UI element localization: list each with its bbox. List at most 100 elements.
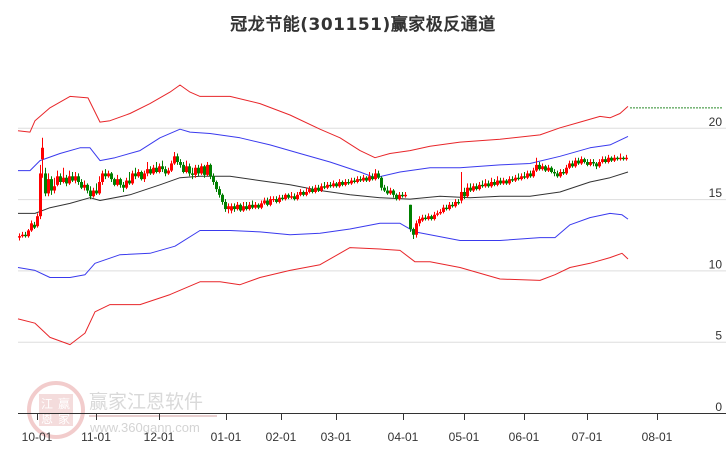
candle <box>493 179 496 187</box>
chart-title: 冠龙节能(301151)赢家极反通道 <box>230 15 496 35</box>
candle <box>167 167 170 175</box>
candle <box>469 183 472 192</box>
x-tick-label: 10-01 <box>22 430 53 444</box>
band-upper_outer <box>17 84 629 159</box>
candle <box>604 156 607 164</box>
candle <box>362 174 365 182</box>
candle <box>161 160 164 173</box>
channel-bands <box>17 84 629 346</box>
candle <box>559 169 562 178</box>
band-lower_outer <box>17 247 629 346</box>
candle <box>502 177 505 185</box>
candle <box>544 164 547 173</box>
candle <box>547 164 550 173</box>
candle <box>329 181 332 188</box>
candle <box>152 164 155 175</box>
candle <box>412 227 415 240</box>
candle <box>347 179 350 185</box>
band-upper_inner <box>18 128 629 179</box>
candle <box>562 169 565 175</box>
candle <box>404 191 407 198</box>
candle <box>395 193 398 201</box>
y-tick-label: 20 <box>709 115 723 129</box>
candle <box>21 231 24 238</box>
candle <box>424 214 427 221</box>
candle <box>586 159 589 167</box>
candle <box>41 137 44 178</box>
candle <box>619 153 622 161</box>
candle <box>33 221 36 230</box>
candle <box>398 191 401 201</box>
candle <box>248 201 251 211</box>
candle <box>170 160 173 173</box>
candle <box>92 187 95 198</box>
x-tick-label: 01-01 <box>211 430 242 444</box>
candle <box>445 204 448 211</box>
candle <box>68 170 71 185</box>
candle <box>541 163 544 171</box>
candle <box>24 231 27 238</box>
candle <box>616 156 619 161</box>
candle <box>463 187 466 200</box>
candle <box>56 170 59 187</box>
candle <box>128 172 131 185</box>
candle <box>341 180 344 187</box>
candle <box>374 169 377 181</box>
candle <box>553 169 556 177</box>
candle <box>272 196 275 202</box>
candle <box>164 166 167 177</box>
candle <box>478 181 481 191</box>
candle <box>460 172 463 204</box>
candlesticks <box>18 137 628 241</box>
candle <box>86 183 89 194</box>
candle <box>592 159 595 167</box>
candle <box>299 189 302 197</box>
candle <box>200 163 203 175</box>
candle <box>323 181 326 190</box>
candle <box>484 179 487 188</box>
candle <box>53 177 56 194</box>
candle <box>305 187 308 197</box>
candle <box>580 156 583 165</box>
candle <box>71 172 74 182</box>
candle <box>577 157 580 165</box>
candle <box>269 196 272 207</box>
candle <box>508 176 511 185</box>
candle <box>155 162 158 174</box>
candle <box>203 164 206 178</box>
candle <box>74 172 77 184</box>
candle <box>302 190 305 197</box>
candle <box>131 170 134 185</box>
candle <box>439 209 442 215</box>
candle <box>221 193 224 205</box>
watermark: 江 赢 恩 家 赢家江恩软件 www.360gann.com <box>27 381 217 439</box>
candle <box>50 176 53 195</box>
candle <box>77 173 80 185</box>
candle <box>466 183 469 198</box>
candle <box>179 159 182 168</box>
candle <box>526 170 529 180</box>
watermark-brand: 赢家江恩软件 <box>89 391 203 413</box>
candle <box>173 152 176 165</box>
candle <box>571 160 574 168</box>
candle <box>338 179 341 188</box>
candle <box>254 201 257 210</box>
candle <box>365 176 368 182</box>
candle <box>353 177 356 184</box>
candle <box>251 200 254 210</box>
candle <box>356 176 359 184</box>
candle <box>191 167 194 180</box>
candle <box>188 163 191 177</box>
candle <box>368 172 371 182</box>
candle <box>332 180 335 188</box>
candle <box>454 199 457 208</box>
candle <box>290 191 293 200</box>
y-tick-label: 5 <box>715 329 722 343</box>
watermark-seal-icon: 江 赢 恩 家 <box>27 381 85 439</box>
candle <box>104 169 107 180</box>
candle <box>80 179 83 190</box>
candle <box>278 194 281 204</box>
candle <box>335 181 338 188</box>
candle <box>601 156 604 164</box>
candle <box>505 179 508 185</box>
